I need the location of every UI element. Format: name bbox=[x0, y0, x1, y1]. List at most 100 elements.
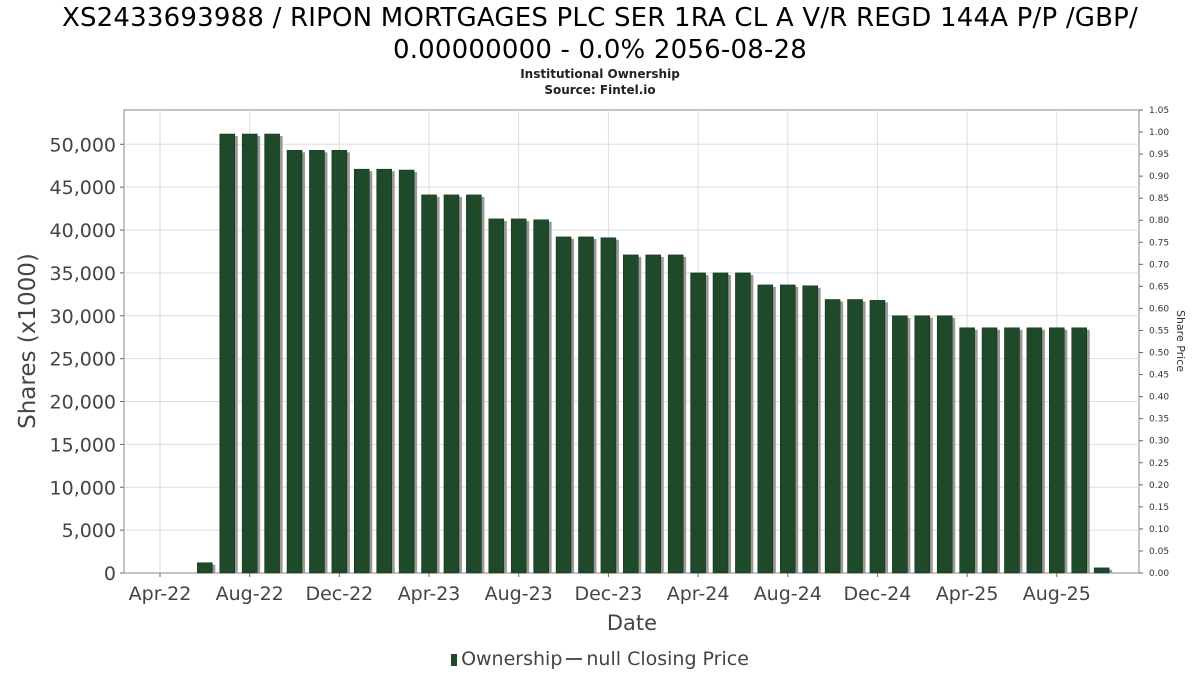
ownership-bar bbox=[914, 315, 931, 574]
x-tick-label: Apr-23 bbox=[398, 583, 461, 605]
y2-tick-label: 0.75 bbox=[1149, 238, 1169, 248]
axes: 0 5,000 10,000 15,000 20,000 25,000 30,000 35,0… bbox=[15, 106, 1187, 635]
y2-tick-label: 1.00 bbox=[1149, 128, 1169, 138]
y-tick-label: 10,000 bbox=[50, 477, 116, 499]
legend: Ownership null Closing Price bbox=[0, 648, 1200, 670]
y-tick-label: 25,000 bbox=[50, 349, 116, 371]
price-line-swatch-icon bbox=[566, 658, 583, 660]
y2-tick-label: 0.45 bbox=[1149, 371, 1169, 381]
y2-tick-label: 0.25 bbox=[1149, 459, 1169, 469]
ownership-bar bbox=[578, 236, 594, 574]
ownership-bar bbox=[376, 168, 392, 574]
ownership-bar bbox=[510, 218, 527, 574]
ownership-bar bbox=[286, 150, 303, 574]
ownership-bar bbox=[780, 284, 796, 574]
y-axis-label: Shares (x1000) bbox=[15, 253, 41, 429]
y2-axis-label: Share Price bbox=[1174, 310, 1187, 372]
ownership-bar bbox=[802, 285, 818, 574]
x-tick-label: Dec-24 bbox=[844, 583, 912, 605]
ownership-bar bbox=[892, 315, 908, 574]
bars-group bbox=[197, 133, 1113, 574]
ownership-bar bbox=[735, 272, 751, 574]
ownership-bar bbox=[197, 562, 213, 574]
ownership-bar bbox=[398, 169, 415, 574]
x-tick-label: Aug-25 bbox=[1023, 583, 1091, 605]
y-tick-label: 40,000 bbox=[50, 220, 116, 242]
y-tick-label: 5,000 bbox=[62, 520, 116, 542]
chart-source: Source: Fintel.io bbox=[544, 83, 656, 97]
ownership-bar bbox=[959, 327, 975, 574]
y2-tick-label: 0.20 bbox=[1149, 481, 1169, 491]
ownership-bar bbox=[757, 284, 774, 574]
ownership-swatch-icon bbox=[451, 654, 458, 666]
ownership-bar bbox=[264, 133, 280, 574]
y-tick-label: 35,000 bbox=[50, 263, 116, 285]
ownership-bar bbox=[600, 237, 617, 574]
ownership-bar bbox=[354, 168, 370, 574]
y2-tick-label: 0.85 bbox=[1149, 194, 1169, 204]
ownership-bar bbox=[936, 315, 953, 574]
chart-subtitle: Institutional Ownership bbox=[520, 67, 680, 81]
ownership-bar bbox=[309, 150, 325, 574]
ownership-bar bbox=[1004, 327, 1020, 574]
ownership-bar bbox=[690, 272, 706, 574]
y2-tick-label: 0.80 bbox=[1149, 216, 1169, 226]
ownership-bar bbox=[712, 272, 729, 574]
y2-tick-label: 0.00 bbox=[1149, 569, 1169, 579]
ownership-bar bbox=[1093, 567, 1110, 574]
ownership-bar bbox=[1026, 327, 1043, 574]
y2-tick-label: 0.70 bbox=[1149, 260, 1169, 270]
ownership-bar bbox=[443, 194, 460, 574]
x-tick-label: Dec-22 bbox=[305, 583, 373, 605]
x-tick-label: Aug-23 bbox=[485, 583, 553, 605]
ownership-bar bbox=[421, 194, 437, 574]
y-tick-label: 20,000 bbox=[50, 392, 116, 414]
y2-tick-label: 0.90 bbox=[1149, 172, 1169, 182]
y2-tick-label: 0.95 bbox=[1149, 150, 1169, 160]
y2-tick-label: 0.55 bbox=[1149, 326, 1169, 336]
y-tick-label: 15,000 bbox=[50, 434, 116, 456]
ownership-bar bbox=[219, 133, 236, 574]
y-tick-label: 50,000 bbox=[50, 134, 116, 156]
y2-tick-label: 0.65 bbox=[1149, 282, 1169, 292]
chart-title-line-2: 0.00000000 - 0.0% 2056-08-28 bbox=[392, 35, 808, 65]
y2-tick-label: 0.05 bbox=[1149, 547, 1169, 557]
y2-tick-label: 0.35 bbox=[1149, 415, 1169, 425]
x-tick-label: Dec-23 bbox=[574, 583, 642, 605]
ownership-bar bbox=[1071, 327, 1087, 574]
x-tick-label: Aug-24 bbox=[754, 583, 822, 605]
y-tick-label: 45,000 bbox=[50, 177, 116, 199]
chart-title-block: XS2433693988 / RIPON MORTGAGES PLC SER 1… bbox=[0, 2, 1200, 98]
y-tick-label: 0 bbox=[104, 563, 116, 585]
x-tick-label: Apr-22 bbox=[129, 583, 192, 605]
legend-ownership-label: Ownership bbox=[461, 648, 563, 670]
y2-tick-label: 0.10 bbox=[1149, 525, 1169, 535]
ownership-bar bbox=[645, 254, 661, 574]
ownership-bar bbox=[981, 327, 998, 574]
y-tick-label: 30,000 bbox=[50, 306, 116, 328]
y2-tick-label: 0.50 bbox=[1149, 349, 1169, 359]
y2-tick-label: 0.40 bbox=[1149, 393, 1169, 403]
x-tick-label: Aug-22 bbox=[216, 583, 284, 605]
ownership-bar bbox=[488, 218, 505, 574]
y2-tick-label: 0.15 bbox=[1149, 503, 1169, 513]
ownership-bar bbox=[466, 194, 482, 574]
y2-tick-label: 0.60 bbox=[1149, 304, 1169, 314]
ownership-bar bbox=[824, 299, 841, 574]
x-tick-label: Apr-24 bbox=[667, 583, 730, 605]
ownership-bar bbox=[555, 236, 572, 574]
ownership-bar bbox=[533, 219, 549, 574]
y2-tick-label: 1.05 bbox=[1149, 106, 1169, 116]
ownership-bar bbox=[869, 300, 886, 574]
y2-tick-label: 0.30 bbox=[1149, 437, 1169, 447]
ownership-bar bbox=[241, 133, 258, 574]
ownership-bar bbox=[1049, 327, 1065, 574]
x-tick-label: Apr-25 bbox=[936, 583, 999, 605]
chart-title-line-1: XS2433693988 / RIPON MORTGAGES PLC SER 1… bbox=[61, 3, 1139, 33]
x-axis-label: Date bbox=[607, 611, 657, 635]
ownership-bar bbox=[331, 150, 348, 574]
ownership-bar bbox=[667, 254, 684, 574]
ownership-bar bbox=[623, 254, 639, 574]
ownership-bar bbox=[847, 299, 863, 574]
